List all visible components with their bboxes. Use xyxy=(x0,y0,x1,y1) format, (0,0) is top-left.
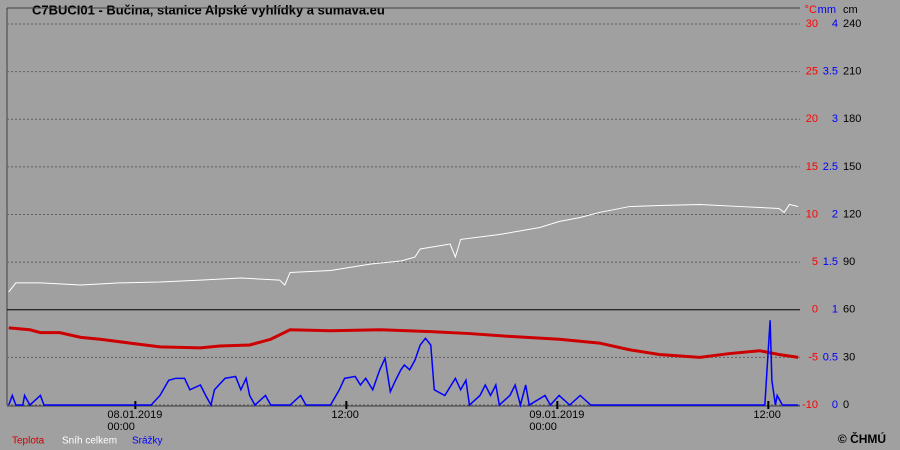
y3-tick-label: 90 xyxy=(843,256,855,268)
y2-tick-label: 3 xyxy=(832,113,838,125)
y-tick-label: 25 xyxy=(806,66,818,78)
y2-tick-label: 1 xyxy=(832,304,838,316)
y3-tick-label: 210 xyxy=(843,66,861,78)
legend-entry: Teplota xyxy=(12,436,45,447)
y3-tick-label: 30 xyxy=(843,351,855,363)
y-tick-label: 20 xyxy=(806,113,818,125)
y2-tick-label: 2 xyxy=(832,208,838,220)
y-tick-label: -10 xyxy=(802,399,818,411)
legend-entry: Sníh celkem xyxy=(62,436,117,447)
y-tick-label: 10 xyxy=(806,208,818,220)
y3-tick-label: 60 xyxy=(843,304,855,316)
y2-tick-label: 1.5 xyxy=(823,256,838,268)
x-tick-label: 12:00 xyxy=(753,409,781,421)
series-line xyxy=(8,203,799,293)
y3-tick-label: 240 xyxy=(843,18,861,30)
y3-axis-label: cm xyxy=(843,4,858,16)
y2-tick-label: 0.5 xyxy=(823,351,838,363)
y2-tick-label: 2.5 xyxy=(823,161,838,173)
chart-title: C7BUCI01 - Bučina, stanice Alpské vyhlíd… xyxy=(32,2,385,17)
series-line xyxy=(8,320,799,408)
y2-tick-label: 0 xyxy=(832,399,838,411)
y-tick-label: 5 xyxy=(812,256,818,268)
y3-tick-label: 150 xyxy=(843,161,861,173)
y2-axis-label: mm xyxy=(818,4,836,16)
y-tick-label: 15 xyxy=(806,161,818,173)
y3-tick-label: 0 xyxy=(843,399,849,411)
y-tick-label: 0 xyxy=(812,304,818,316)
series-line xyxy=(8,326,799,359)
y3-tick-label: 120 xyxy=(843,208,861,220)
legend-entry: Srážky xyxy=(132,436,163,447)
y-tick-label: 30 xyxy=(806,18,818,30)
y2-tick-label: 4 xyxy=(832,18,838,30)
y2-tick-label: 3.5 xyxy=(823,66,838,78)
y-tick-label: -5 xyxy=(808,351,818,363)
y3-tick-label: 180 xyxy=(843,113,861,125)
x-tick-label: 08.01.2019 00:00 xyxy=(107,409,163,433)
x-tick-label: 09.01.2019 00:00 xyxy=(529,409,585,433)
credit: © ČHMÚ xyxy=(838,431,886,446)
x-tick-label: 12:00 xyxy=(331,409,359,421)
y-axis-label: °C xyxy=(805,4,817,16)
